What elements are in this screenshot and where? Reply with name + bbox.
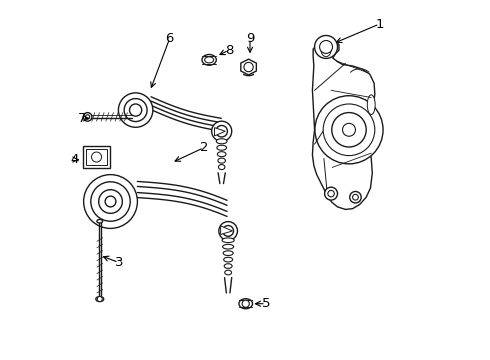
Polygon shape [215, 128, 225, 136]
Ellipse shape [321, 43, 331, 57]
Ellipse shape [223, 251, 233, 256]
Circle shape [91, 182, 130, 221]
Polygon shape [313, 40, 375, 210]
Circle shape [129, 104, 142, 116]
Circle shape [343, 123, 355, 136]
Circle shape [324, 187, 338, 200]
Circle shape [350, 192, 361, 203]
Ellipse shape [202, 54, 216, 65]
Ellipse shape [224, 264, 232, 269]
Circle shape [212, 121, 232, 141]
Ellipse shape [216, 139, 227, 144]
Ellipse shape [217, 145, 226, 150]
Circle shape [323, 104, 375, 156]
Text: 8: 8 [225, 44, 233, 57]
Text: 2: 2 [199, 141, 208, 154]
Ellipse shape [218, 152, 226, 157]
Circle shape [84, 175, 137, 228]
Ellipse shape [219, 165, 225, 170]
Text: 3: 3 [115, 256, 123, 269]
Circle shape [124, 99, 147, 122]
Polygon shape [220, 226, 232, 234]
Circle shape [244, 62, 253, 72]
Circle shape [315, 96, 383, 164]
Ellipse shape [368, 95, 375, 114]
Circle shape [97, 297, 102, 302]
Circle shape [319, 41, 333, 53]
Ellipse shape [205, 57, 214, 63]
Circle shape [332, 113, 366, 147]
Text: 5: 5 [262, 297, 270, 310]
Polygon shape [241, 59, 256, 75]
Ellipse shape [222, 244, 234, 249]
Text: 1: 1 [375, 18, 384, 31]
Ellipse shape [225, 270, 232, 275]
Circle shape [242, 300, 249, 307]
Ellipse shape [222, 238, 234, 243]
Circle shape [223, 226, 234, 236]
Circle shape [328, 190, 334, 197]
Text: 4: 4 [70, 153, 78, 166]
Circle shape [315, 36, 338, 58]
Circle shape [219, 222, 238, 240]
Text: 6: 6 [166, 32, 174, 45]
Circle shape [92, 152, 101, 162]
Circle shape [105, 196, 116, 207]
Text: 9: 9 [246, 32, 254, 45]
FancyBboxPatch shape [87, 149, 107, 165]
Ellipse shape [239, 299, 252, 309]
Ellipse shape [223, 257, 233, 262]
Ellipse shape [97, 220, 102, 223]
Circle shape [83, 113, 92, 121]
Circle shape [216, 126, 227, 137]
Ellipse shape [218, 158, 225, 163]
Text: 7: 7 [78, 112, 86, 125]
Ellipse shape [96, 297, 104, 302]
Circle shape [98, 190, 122, 213]
Circle shape [119, 93, 153, 127]
FancyBboxPatch shape [83, 146, 110, 168]
Circle shape [85, 115, 90, 119]
Circle shape [353, 194, 358, 200]
